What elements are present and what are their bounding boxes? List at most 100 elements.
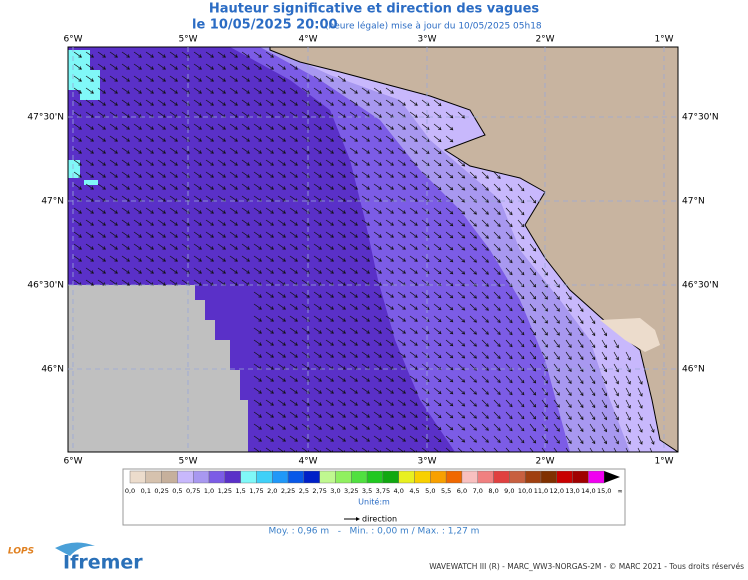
scale-label: 7,0	[473, 487, 483, 495]
color-box	[524, 470, 542, 484]
legend: Unité:m direction 0,0 0,1 0,25 0,5 0,75 1,0 1,…	[122, 468, 626, 526]
direction-label: direction	[362, 515, 397, 524]
color-box	[366, 470, 384, 484]
scale-label: 5,0	[425, 487, 435, 495]
lon-label-top: 3°W	[417, 35, 436, 45]
color-box	[414, 470, 431, 484]
color-box	[287, 470, 305, 484]
color-box	[161, 470, 178, 484]
color-box	[193, 470, 210, 484]
lat-label-right: 46°N	[682, 365, 705, 375]
scale-label: 2,0	[267, 487, 277, 495]
lon-label-bottom: 3°W	[417, 457, 436, 467]
cyan-patch	[84, 180, 98, 185]
date: le 10/05/2025 20:00	[192, 18, 338, 33]
color-box	[445, 470, 463, 484]
color-box	[382, 470, 399, 484]
scale-label: 1,75	[249, 487, 263, 495]
color-box	[319, 470, 336, 484]
scale-label: 2,25	[281, 487, 295, 495]
logo-ifremer: Ifremer	[63, 552, 143, 574]
land-light	[600, 318, 660, 352]
unit: Unité:m	[358, 497, 390, 507]
color-box	[351, 470, 368, 484]
lon-label-top: 1°W	[654, 35, 673, 45]
scale-label: 5,5	[441, 487, 451, 495]
scale-label: 1,25	[218, 487, 232, 495]
scale-label: 11,0	[534, 487, 548, 495]
lat-label-left: 46°N	[41, 365, 64, 375]
scale-label: 3,5	[362, 487, 372, 495]
scale-label: 1,5	[235, 487, 245, 495]
color-box	[177, 470, 194, 484]
arrow-field	[73, 51, 655, 452]
scale-label: 2,5	[299, 487, 309, 495]
color-box	[477, 470, 494, 484]
color-box	[556, 470, 573, 484]
cyan-patch	[68, 160, 80, 178]
lat-label-right: 46°30'N	[682, 281, 719, 291]
scale-label: 13,0	[565, 487, 579, 495]
direction-arrow-head	[356, 517, 360, 521]
lon-label-bottom: 1°W	[654, 457, 673, 467]
no-data-area	[68, 285, 248, 452]
color-box	[335, 470, 352, 484]
color-box	[540, 470, 557, 484]
color-box	[461, 470, 478, 484]
scale-label: 4,0	[394, 487, 404, 495]
scale-label: 15,0	[597, 487, 611, 495]
color-box	[208, 470, 226, 484]
lat-label-right: 47°30'N	[682, 113, 719, 123]
color-box	[572, 470, 589, 484]
logo-lops: LOPS	[8, 547, 34, 557]
cyan-patch	[68, 50, 100, 100]
scale-label: 12,0	[550, 487, 564, 495]
wave-arrows	[73, 51, 655, 452]
lon-label-bottom: 2°W	[535, 457, 554, 467]
title: Hauteur significative et direction des v…	[209, 2, 540, 17]
lon-label-bottom: 4°W	[298, 457, 317, 467]
scale-label: 3,0	[330, 487, 340, 495]
color-box	[588, 470, 605, 484]
credits: WAVEWATCH III (R) - MARC_WW3-NORGAS-2M -…	[429, 562, 744, 571]
color-box	[129, 470, 147, 484]
scale-label: 9,0	[504, 487, 514, 495]
map-frame	[67, 46, 679, 453]
lat-label-left: 46°30'N	[27, 281, 64, 291]
color-arrow	[604, 471, 620, 483]
scale-label: 0,1	[141, 487, 151, 495]
graticule: 6°W 6°W 5°W 5°W 4°W 4°W 3°W 3°W 2°W 2°W 1°W 1°W 47°3…	[27, 35, 718, 467]
color-box	[398, 470, 415, 484]
map-area	[68, 47, 678, 452]
update: (heure légale) mise à jour du 10/05/2025…	[325, 21, 542, 32]
color-box	[240, 470, 257, 484]
lon-label-top: 6°W	[63, 35, 82, 45]
logo-wave	[55, 542, 95, 556]
scale-label: 1,0	[204, 487, 214, 495]
color-box	[145, 470, 162, 484]
lon-label-top: 4°W	[298, 35, 317, 45]
scale-label: 0,5	[172, 487, 182, 495]
lon-label-top: 5°W	[178, 35, 197, 45]
scale-label: 0,25	[154, 487, 168, 495]
land	[269, 47, 678, 452]
color-box	[224, 470, 241, 484]
color-box	[256, 470, 273, 484]
scale-label: ∞	[617, 487, 622, 495]
lon-label-bottom: 5°W	[178, 457, 197, 467]
scale-label: 3,75	[376, 487, 390, 495]
color-box	[509, 470, 526, 484]
lon-label-bottom: 6°W	[63, 457, 82, 467]
scale-label: 0,0	[125, 487, 135, 495]
scale-label: 10,0	[518, 487, 532, 495]
color-box	[430, 470, 447, 484]
scale-label: 4,5	[409, 487, 419, 495]
color-box	[493, 470, 510, 484]
lat-label-right: 47°N	[682, 197, 705, 207]
lat-label-left: 47°30'N	[27, 113, 64, 123]
scale-label: 2,75	[312, 487, 326, 495]
lon-label-top: 2°W	[535, 35, 554, 45]
color-box	[303, 470, 320, 484]
